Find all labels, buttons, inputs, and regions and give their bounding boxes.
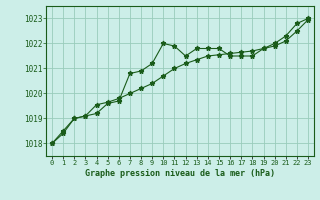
X-axis label: Graphe pression niveau de la mer (hPa): Graphe pression niveau de la mer (hPa): [85, 169, 275, 178]
